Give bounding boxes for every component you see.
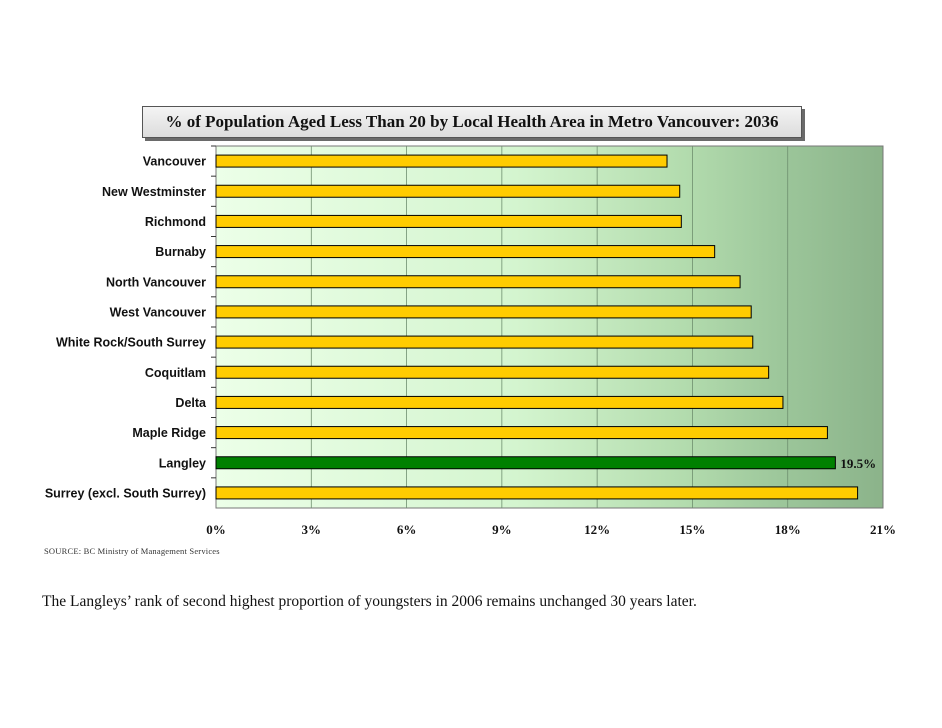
bar	[215, 214, 682, 228]
x-tick-label: 9%	[492, 522, 512, 537]
category-label: White Rock/South Surrey	[56, 336, 206, 350]
x-tick-label: 21%	[870, 522, 896, 537]
plot-area	[215, 145, 884, 509]
bar	[215, 335, 754, 349]
bar	[215, 426, 828, 440]
bars: 19.5%	[215, 154, 876, 500]
category-label: Richmond	[145, 215, 206, 229]
x-tick-label: 18%	[775, 522, 801, 537]
bar	[215, 154, 668, 168]
bar	[215, 365, 770, 379]
category-label: Maple Ridge	[132, 426, 206, 440]
bar	[215, 486, 859, 500]
category-label: North Vancouver	[106, 275, 206, 289]
x-axis-ticks: 0% 3% 6% 9% 12% 15% 18% 21%	[206, 522, 896, 537]
gridlines	[310, 146, 789, 508]
x-tick-label: 15%	[679, 522, 705, 537]
chart-title: % of Population Aged Less Than 20 by Loc…	[142, 106, 802, 138]
bar	[215, 305, 752, 319]
x-tick-label: 12%	[584, 522, 610, 537]
category-labels: Vancouver New Westminster Richmond Burnaby N…	[45, 145, 216, 500]
category-label: Vancouver	[143, 155, 206, 169]
data-label: 19.5%	[840, 456, 876, 471]
category-label: West Vancouver	[110, 305, 206, 319]
category-label: Coquitlam	[145, 366, 206, 380]
category-label: Delta	[175, 396, 207, 410]
x-tick-label: 3%	[302, 522, 322, 537]
bar	[215, 275, 741, 289]
source-note: SOURCE: BC Ministry of Management Servic…	[44, 546, 220, 556]
chart: 19.5% Vancouver New Westminster Richmond Bu…	[45, 106, 896, 537]
bar-chart: 19.5% Vancouver New Westminster Richmond Bu…	[45, 145, 896, 537]
category-label: New Westminster	[102, 185, 206, 199]
bar	[215, 245, 716, 259]
x-tick-label: 0%	[206, 522, 226, 537]
x-tick-label: 6%	[397, 522, 417, 537]
category-label: Langley	[159, 456, 206, 470]
category-label: Surrey (excl. South Surrey)	[45, 486, 206, 500]
bar	[215, 395, 784, 409]
bar	[215, 184, 681, 198]
category-label: Burnaby	[155, 245, 206, 259]
caption-text: The Langleys’ rank of second highest pro…	[42, 593, 697, 610]
bar	[215, 456, 836, 470]
